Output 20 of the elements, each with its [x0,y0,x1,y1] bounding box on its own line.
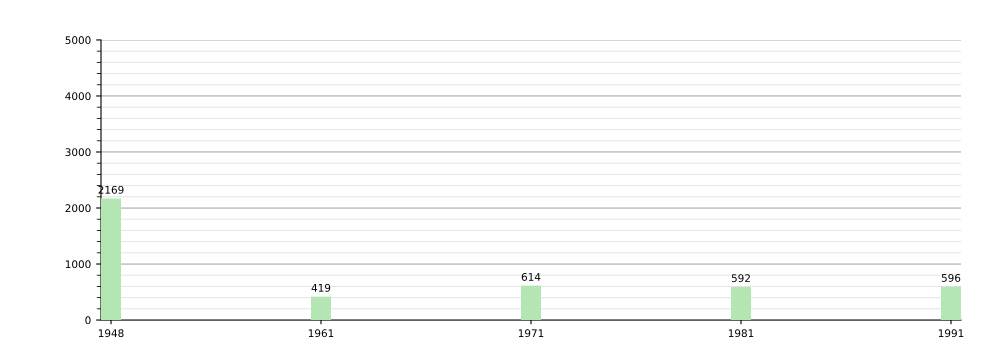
bar [520,286,542,320]
data-label: 419 [312,284,330,292]
x-tick-label: 1961 [308,329,334,338]
bar [310,296,332,320]
data-label: 592 [732,274,750,282]
y-tick-label: 2000 [66,204,91,212]
y-tick-label: 4000 [65,92,91,100]
y-tick-label: 5000 [66,36,91,44]
y-tick-label: 3000 [66,148,91,156]
bar [730,286,752,320]
x-tick-label: 1971 [518,329,544,338]
x-tick-label: 1981 [728,329,754,338]
data-label: 614 [522,272,540,281]
y-tick-label: 0 [85,316,91,324]
data-label: 596 [942,274,960,282]
x-tick-label: 1948 [98,329,124,338]
bar [940,286,961,320]
x-tick-label: 1991 [938,329,964,338]
y-tick-label: 1000 [66,260,91,268]
bar [101,198,122,320]
